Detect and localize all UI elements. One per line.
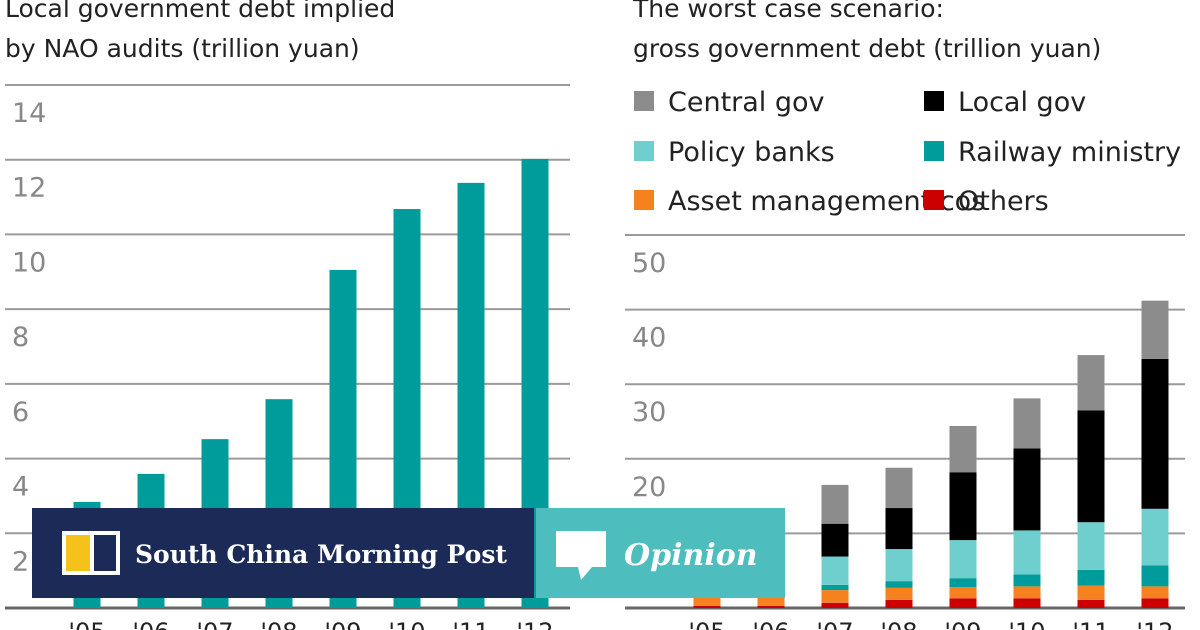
legend-swatch	[924, 141, 944, 161]
x-tick-label: '11	[452, 618, 489, 630]
bar-segment	[1013, 530, 1041, 575]
chart-title: by NAO audits (trillion yuan)	[5, 34, 360, 63]
x-tick-label: '07	[196, 618, 233, 630]
bar-segment	[1141, 508, 1169, 566]
y-tick-label: 40	[632, 323, 666, 354]
bar-segment	[949, 425, 977, 473]
legend-swatch	[634, 190, 654, 210]
bar-segment	[1141, 586, 1169, 599]
speech-icon	[556, 531, 606, 580]
y-tick-label: 6	[12, 397, 29, 428]
x-tick-label: '09	[944, 618, 981, 630]
bar-segment	[1013, 586, 1041, 599]
x-tick-label: '12	[516, 618, 553, 630]
bar-segment	[885, 467, 913, 509]
bar-segment	[1013, 574, 1041, 587]
y-tick-label: 10	[12, 247, 46, 278]
bar-segment	[1141, 598, 1169, 608]
legend-label: Others	[958, 186, 1049, 217]
bar-segment	[1013, 598, 1041, 608]
bar-segment	[949, 540, 977, 579]
y-tick-label: 50	[632, 248, 666, 279]
chart-title: Local government debt implied	[5, 0, 395, 23]
bar-segment	[821, 484, 849, 524]
bar-segment	[949, 587, 977, 599]
chart-title: gross government debt (trillion yuan)	[633, 34, 1101, 63]
y-tick-label: 2	[12, 546, 29, 577]
legend-label: Policy banks	[668, 137, 835, 168]
bar-segment	[757, 605, 785, 608]
x-tick-label: '10	[388, 618, 425, 630]
bar-segment	[1141, 358, 1169, 509]
x-tick-label: '07	[816, 618, 853, 630]
legend-label: Local gov	[958, 87, 1086, 118]
bar-segment	[821, 523, 849, 557]
legend-label: Railway ministry	[958, 137, 1181, 168]
bar-segment	[885, 508, 913, 550]
bar-segment	[885, 587, 913, 600]
bar-segment	[885, 599, 913, 608]
x-tick-label: '11	[1072, 618, 1109, 630]
bar-segment	[821, 590, 849, 603]
bar-segment	[885, 549, 913, 582]
legend-swatch	[924, 190, 944, 210]
logo-navy	[94, 535, 116, 571]
y-tick-label: 14	[12, 98, 46, 129]
x-tick-label: '12	[1136, 618, 1173, 630]
bar-segment	[1077, 522, 1105, 570]
brand-name: South China Morning Post	[135, 540, 507, 569]
bar-segment	[821, 556, 849, 585]
bar-segment	[1077, 355, 1105, 411]
legend-swatch	[634, 91, 654, 111]
logo-yellow	[66, 535, 90, 571]
x-tick-label: '06	[132, 618, 169, 630]
x-tick-label: '09	[324, 618, 361, 630]
y-tick-label: 20	[632, 472, 666, 503]
bar-segment	[693, 605, 721, 608]
legend-swatch	[924, 91, 944, 111]
chart-title: The worst case scenario:	[632, 0, 944, 23]
bar-segment	[1077, 569, 1105, 586]
bar-segment	[1077, 599, 1105, 608]
legend-swatch	[634, 141, 654, 161]
x-tick-label: '08	[880, 618, 917, 630]
bar-segment	[1141, 565, 1169, 587]
y-tick-label: 12	[12, 173, 46, 204]
bar-segment	[1013, 398, 1041, 449]
bar-segment	[1077, 585, 1105, 600]
x-tick-label: '08	[260, 618, 297, 630]
bar-segment	[693, 596, 721, 606]
bar-segment	[949, 598, 977, 608]
banner: South China Morning Post Opinion	[32, 508, 785, 598]
bar-segment	[949, 578, 977, 588]
bar-segment	[885, 581, 913, 588]
bar-segment	[1013, 448, 1041, 531]
y-tick-label: 4	[12, 472, 29, 503]
y-tick-label: 8	[12, 322, 29, 353]
banner-label: Opinion	[624, 538, 758, 573]
x-tick-label: '05	[68, 618, 105, 630]
bar-segment	[821, 584, 849, 591]
x-tick-label: '05	[688, 618, 725, 630]
bar-segment	[757, 596, 785, 606]
legend-label: Central gov	[668, 87, 825, 118]
bar-segment	[949, 472, 977, 541]
bar-segment	[1077, 410, 1105, 523]
bar-segment	[821, 602, 849, 608]
x-tick-label: '06	[752, 618, 789, 630]
x-tick-label: '10	[1008, 618, 1045, 630]
bar-segment	[1141, 300, 1169, 359]
y-tick-label: 30	[632, 397, 666, 428]
